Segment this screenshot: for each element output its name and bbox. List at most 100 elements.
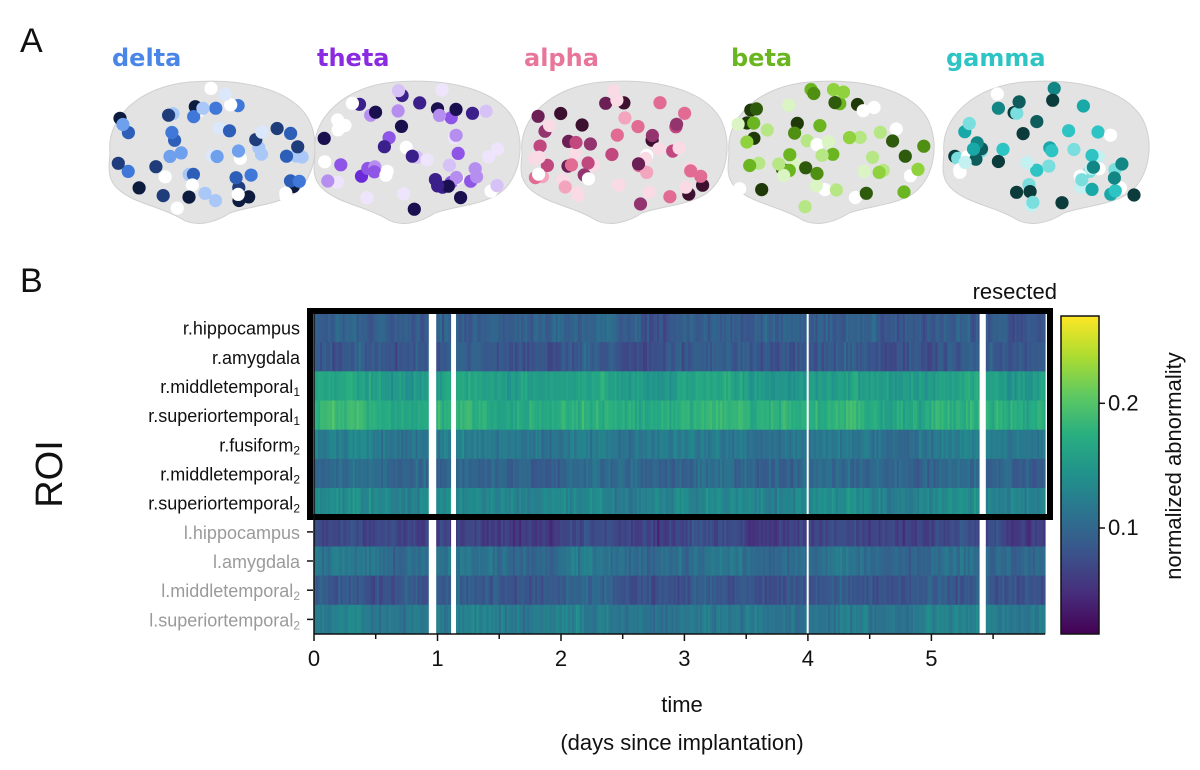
heatmap-cell — [955, 604, 959, 635]
heatmap-cell — [764, 342, 768, 372]
heatmap-cell — [663, 546, 666, 577]
heatmap-cell — [728, 517, 731, 547]
heatmap-cell — [415, 488, 419, 518]
heatmap-cell — [421, 342, 425, 372]
heatmap-cell — [395, 313, 398, 343]
heatmap-cell — [425, 313, 429, 343]
heatmap-cell — [770, 488, 774, 518]
heatmap-cell — [374, 604, 378, 635]
heatmap-cell — [602, 517, 605, 547]
heatmap-cell — [417, 429, 421, 460]
heatmap-cell — [868, 458, 871, 489]
heatmap-cell — [703, 313, 707, 343]
heatmap-cell — [994, 575, 997, 606]
heatmap-cell — [722, 604, 725, 635]
heatmap-cell — [334, 604, 337, 635]
heatmap-cell — [498, 313, 502, 343]
heatmap-cell — [843, 575, 847, 606]
heatmap-cell — [742, 429, 746, 460]
heatmap-cell — [405, 517, 409, 547]
heatmap-cell — [742, 575, 746, 606]
heatmap-cell — [356, 517, 360, 547]
heatmap-cell — [1042, 313, 1046, 343]
heatmap-cell — [480, 342, 484, 372]
heatmap-cell — [545, 371, 549, 401]
heatmap-cell — [545, 546, 549, 577]
heatmap-cell — [612, 546, 616, 577]
heatmap-cell — [663, 575, 666, 606]
heatmap-cell — [657, 371, 660, 401]
heatmap-cell — [445, 517, 449, 547]
heatmap-cell — [441, 400, 445, 431]
heatmap-cell — [848, 342, 851, 372]
heatmap-cell — [437, 429, 441, 460]
heatmap-cell — [843, 546, 847, 577]
heatmap-cell — [508, 458, 512, 489]
heatmap-cell — [413, 313, 417, 343]
heatmap-cell — [596, 313, 599, 343]
heatmap-cell — [1016, 458, 1020, 489]
heatmap-cell — [935, 342, 938, 372]
heatmap-cell — [1026, 488, 1030, 518]
heatmap-cell — [561, 400, 565, 431]
heatmap-cell — [904, 342, 908, 372]
heatmap-cell — [354, 488, 358, 518]
heatmap-cell — [969, 546, 973, 577]
heatmap-cell — [1040, 604, 1044, 635]
heatmap-cell — [888, 371, 892, 401]
heatmap-cell — [543, 342, 547, 372]
heatmap-cell — [584, 429, 587, 460]
heatmap-cell — [557, 400, 561, 431]
heatmap-cell — [738, 371, 742, 401]
heatmap-cell — [425, 546, 429, 577]
heatmap-cell — [437, 458, 441, 489]
electrode-dot — [826, 83, 841, 97]
heatmap-cell — [659, 458, 662, 489]
electrode-dot — [788, 126, 802, 140]
heatmap-cell — [590, 458, 593, 489]
heatmap-cell — [498, 488, 502, 518]
heatmap-cell — [456, 517, 459, 547]
heatmap-cell — [362, 371, 366, 401]
heatmap-cell — [1036, 604, 1040, 635]
heatmap-cell — [929, 429, 932, 460]
heatmap-cell — [506, 546, 510, 577]
heatmap-cell — [419, 604, 423, 635]
heatmap-cell — [837, 517, 841, 547]
heatmap-cell — [742, 371, 746, 401]
heatmap-cell — [1016, 313, 1020, 343]
heatmap-cell — [801, 517, 804, 547]
heatmap-cell — [464, 604, 467, 635]
heatmap-cell — [841, 546, 845, 577]
heatmap-cell — [827, 371, 831, 401]
heatmap-cell — [846, 371, 849, 401]
heatmap-cell — [559, 458, 563, 489]
heatmap-cell — [779, 458, 782, 489]
electrode-dot — [783, 148, 797, 162]
heatmap-cell — [669, 546, 672, 577]
heatmap-cell — [760, 458, 764, 489]
heatmap-cell — [389, 604, 392, 635]
heatmap-cell — [571, 604, 575, 635]
heatmap-cell — [565, 458, 569, 489]
heatmap-cell — [342, 458, 346, 489]
heatmap-cell — [957, 313, 961, 343]
heatmap-cell — [468, 546, 471, 577]
heatmap-cell — [671, 400, 675, 431]
heatmap-cell — [397, 488, 400, 518]
heatmap-cell — [1016, 546, 1020, 577]
heatmap-cell — [856, 575, 859, 606]
heatmap-cell — [815, 342, 819, 372]
heatmap-cell — [864, 488, 867, 518]
heatmap-cell — [517, 400, 520, 431]
heatmap-cell — [569, 546, 573, 577]
heatmap-cell — [677, 342, 681, 372]
heatmap-cell — [346, 546, 350, 577]
heatmap-cell — [829, 400, 833, 431]
heatmap-cell — [376, 546, 380, 577]
heatmap-cell — [612, 517, 616, 547]
heatmap-cell — [644, 575, 648, 606]
heatmap-cell — [472, 604, 476, 635]
electrode-dot — [465, 106, 480, 120]
heatmap-cell — [630, 313, 634, 343]
